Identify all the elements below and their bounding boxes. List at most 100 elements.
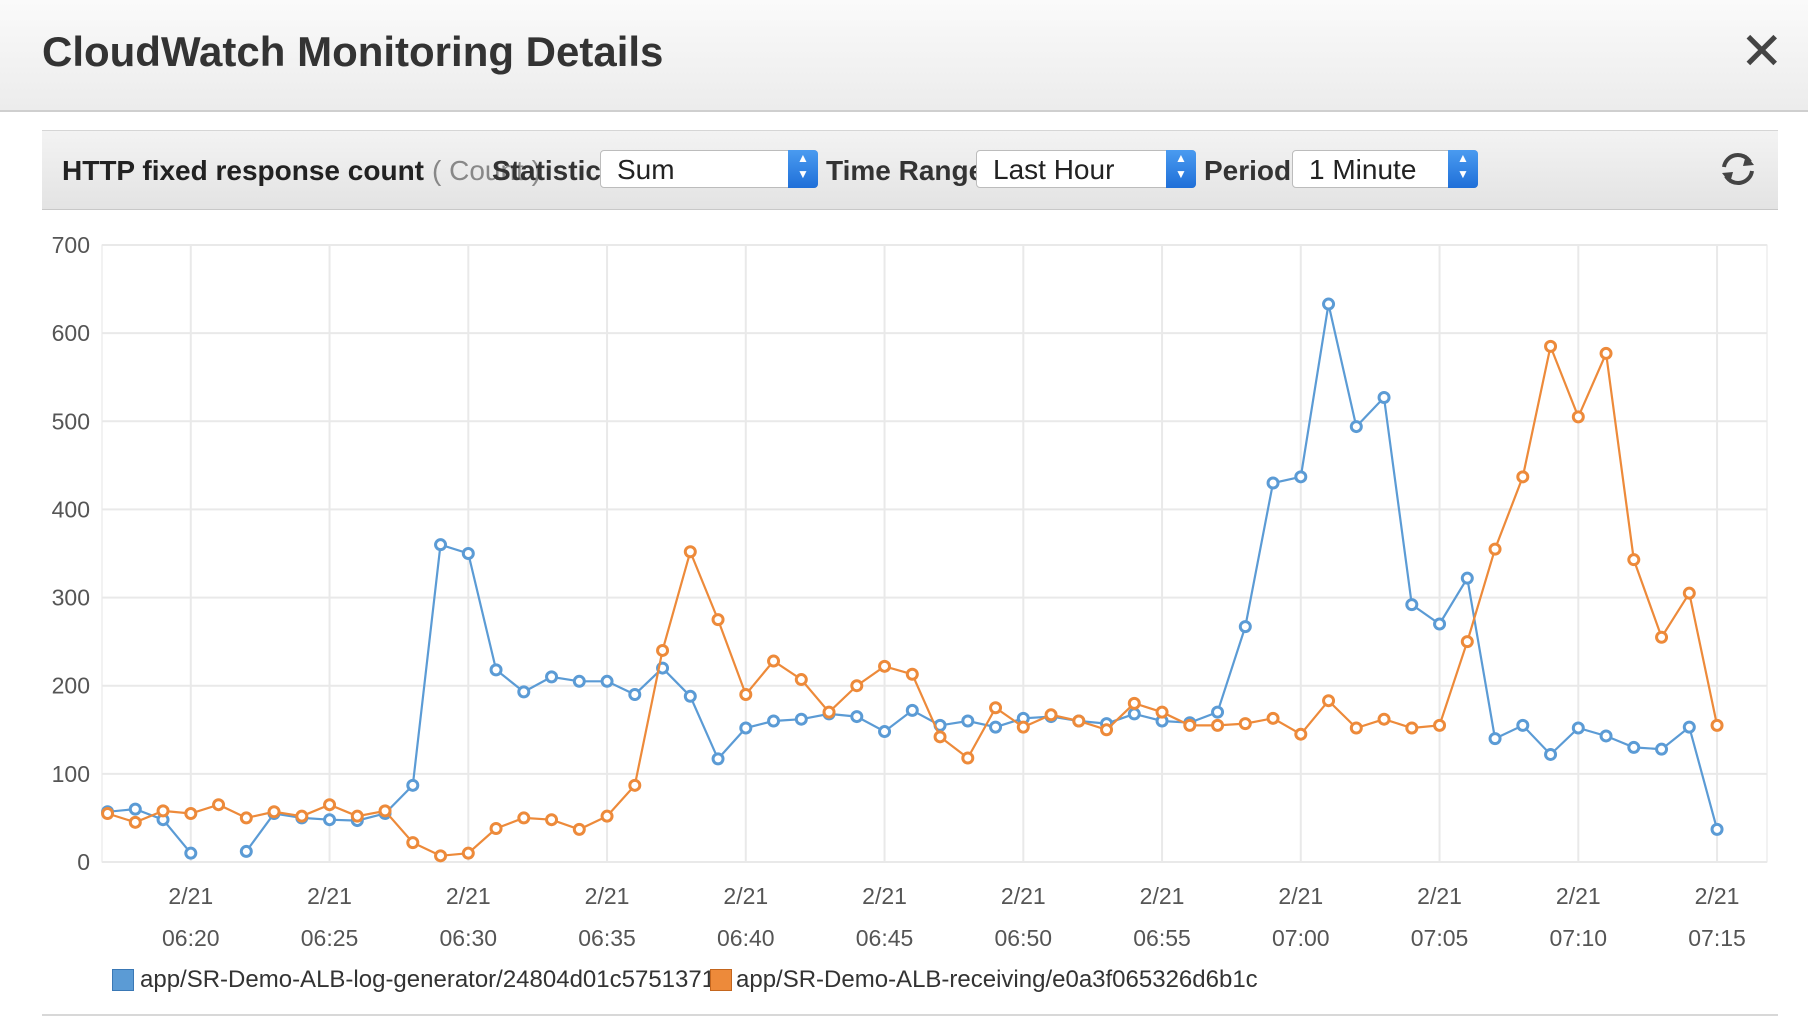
data-point-series-2 xyxy=(822,705,836,719)
y-tick-label: 0 xyxy=(77,849,90,875)
data-point-series-2 xyxy=(323,798,337,812)
data-point-series-2 xyxy=(1377,712,1391,726)
series-line-1 xyxy=(107,807,192,854)
data-point-series-1 xyxy=(461,547,475,560)
time-range-value: Last Hour xyxy=(993,154,1115,185)
data-point-series-2 xyxy=(1127,696,1141,710)
data-point-series-2 xyxy=(1682,586,1696,600)
data-point-series-2 xyxy=(212,798,226,812)
data-point-series-2 xyxy=(1460,635,1474,649)
data-point-series-2 xyxy=(1266,711,1280,725)
data-point-series-1 xyxy=(184,846,198,860)
data-point-series-2 xyxy=(434,849,448,863)
data-point-series-2 xyxy=(572,822,586,836)
statistic-select[interactable]: Sum ▲ ▼ xyxy=(600,150,818,188)
x-tick-date-label: 2/21 xyxy=(1695,883,1740,909)
data-point-series-1 xyxy=(1571,721,1585,735)
data-point-series-2 xyxy=(850,679,864,693)
data-point-series-2 xyxy=(128,815,142,829)
x-tick-date-label: 2/21 xyxy=(1417,883,1462,909)
data-point-series-2 xyxy=(378,804,392,818)
data-point-series-2 xyxy=(683,545,697,559)
data-point-series-1 xyxy=(406,778,420,792)
data-point-series-1 xyxy=(1294,470,1308,484)
x-tick-date-label: 2/21 xyxy=(585,883,630,909)
x-tick-date-label: 2/21 xyxy=(307,883,352,909)
data-point-series-1 xyxy=(1655,742,1669,756)
data-point-series-2 xyxy=(267,805,281,819)
data-point-series-2 xyxy=(1072,714,1086,728)
data-point-series-2 xyxy=(1710,718,1724,732)
x-tick-date-label: 2/21 xyxy=(723,883,768,909)
data-point-series-2 xyxy=(101,807,115,821)
data-point-series-1 xyxy=(961,714,975,728)
data-point-series-1 xyxy=(1682,720,1696,734)
data-point-series-2 xyxy=(1571,410,1585,424)
x-tick-time-label: 06:55 xyxy=(1133,925,1191,951)
x-tick-time-label: 07:10 xyxy=(1550,925,1608,951)
data-point-series-2 xyxy=(1211,718,1225,732)
data-point-series-1 xyxy=(739,721,753,735)
data-point-series-1 xyxy=(1405,598,1419,612)
line-chart: 0 100 200 300 400 500 600 700 2/21 06:20 2/21 06:25… xyxy=(52,232,1768,951)
data-point-series-1 xyxy=(434,538,448,552)
data-point-series-1 xyxy=(1238,620,1252,634)
data-point-series-2 xyxy=(1349,721,1363,735)
data-point-series-1 xyxy=(128,802,142,816)
chart-area: 0 100 200 300 400 500 600 700 2/21 06:20 2/21 06:25… xyxy=(0,220,1808,965)
data-point-series-1 xyxy=(545,670,559,684)
data-point-series-1 xyxy=(323,813,337,827)
data-point-series-2 xyxy=(1044,708,1058,722)
series-line-1 xyxy=(245,303,1719,853)
data-point-series-1 xyxy=(683,689,697,703)
period-select[interactable]: 1 Minute ▲ ▼ xyxy=(1292,150,1478,188)
data-point-series-2 xyxy=(350,809,364,823)
data-point-series-2 xyxy=(767,654,781,668)
x-tick-date-label: 2/21 xyxy=(1001,883,1046,909)
data-point-series-1 xyxy=(600,674,614,688)
data-point-series-1 xyxy=(878,725,892,739)
data-point-series-2 xyxy=(1238,717,1252,731)
x-tick-time-label: 06:35 xyxy=(578,925,636,951)
x-tick-time-label: 07:05 xyxy=(1411,925,1469,951)
data-point-series-2 xyxy=(600,809,614,823)
data-point-series-1 xyxy=(1544,747,1558,761)
data-point-series-2 xyxy=(1100,723,1114,737)
data-point-series-2 xyxy=(628,778,642,792)
y-tick-label: 200 xyxy=(52,673,90,699)
statistic-value: Sum xyxy=(617,154,675,185)
data-point-series-2 xyxy=(517,811,531,825)
close-icon[interactable]: ✕ xyxy=(1740,23,1784,81)
data-point-series-2 xyxy=(406,836,420,850)
legend-swatch xyxy=(112,969,134,991)
y-tick-label: 500 xyxy=(52,408,90,434)
time-range-select[interactable]: Last Hour ▲ ▼ xyxy=(976,150,1196,188)
select-arrows-icon: ▲ ▼ xyxy=(1448,150,1478,188)
data-point-series-1 xyxy=(989,720,1003,734)
x-tick-time-label: 06:50 xyxy=(995,925,1053,951)
x-tick-date-label: 2/21 xyxy=(862,883,907,909)
metric-toolbar: HTTP fixed response count ( Count ) Stat… xyxy=(42,130,1778,210)
dialog-header: CloudWatch Monitoring Details ✕ xyxy=(0,0,1808,112)
refresh-icon[interactable] xyxy=(1716,147,1760,191)
data-point-series-1 xyxy=(239,844,253,858)
data-point-series-2 xyxy=(905,667,919,681)
plot-area xyxy=(101,244,1768,863)
data-point-series-1 xyxy=(905,703,919,717)
x-tick-time-label: 06:20 xyxy=(162,925,220,951)
data-point-series-2 xyxy=(1322,694,1336,708)
data-point-series-2 xyxy=(1405,721,1419,735)
data-point-series-2 xyxy=(1016,720,1030,734)
data-point-series-1 xyxy=(572,674,586,688)
data-point-series-2 xyxy=(239,811,253,825)
statistic-label: Statistic: xyxy=(492,155,611,186)
data-point-series-2 xyxy=(933,730,947,744)
data-point-series-2 xyxy=(1294,727,1308,741)
data-point-series-1 xyxy=(489,663,503,677)
data-point-series-2 xyxy=(739,688,753,702)
data-point-series-2 xyxy=(1655,630,1669,644)
x-tick-time-label: 06:40 xyxy=(717,925,775,951)
data-point-series-2 xyxy=(1183,718,1197,732)
data-point-series-1 xyxy=(1322,297,1336,311)
data-point-series-2 xyxy=(461,846,475,860)
